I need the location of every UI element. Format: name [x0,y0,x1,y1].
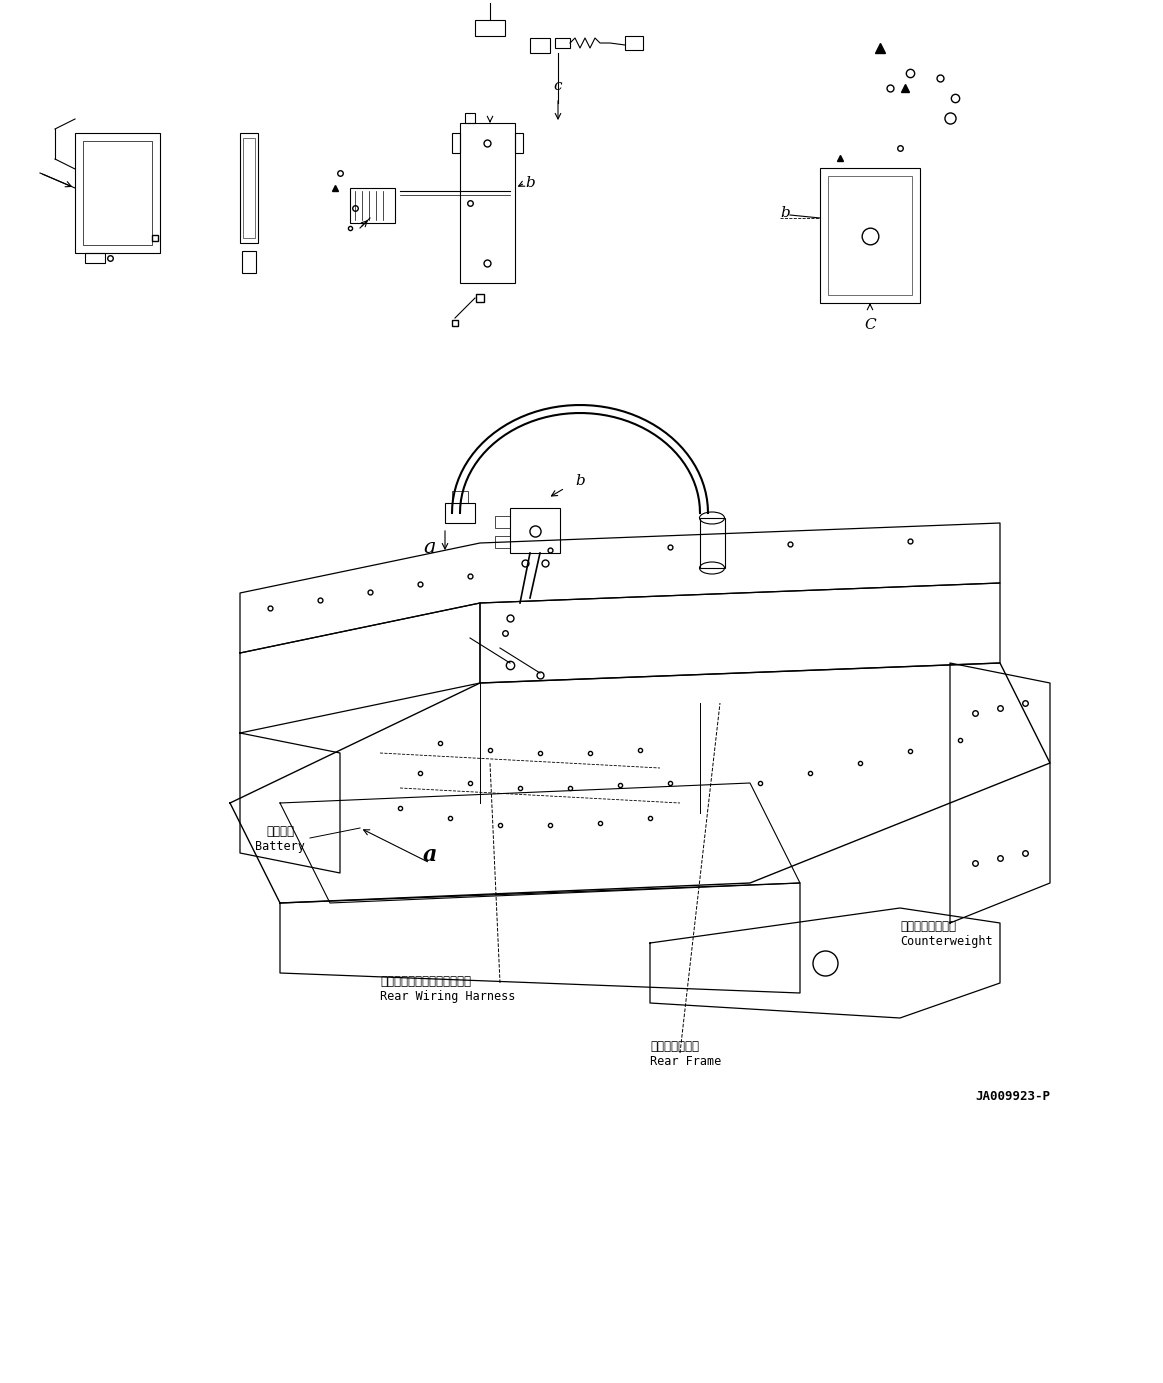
Bar [85,253,105,263]
Bar [74,133,160,253]
Text: a: a [423,538,436,557]
Bar [555,37,570,48]
Bar [452,491,468,503]
Text: a: a [423,844,437,866]
Text: カウンタウェイト: カウンタウェイト [900,920,956,934]
Bar [445,503,475,523]
Bar [530,37,550,53]
Bar [475,19,505,36]
Bar [350,188,395,223]
Bar [511,508,561,553]
Text: Rear Frame: Rear Frame [650,1055,721,1068]
Bar [461,123,515,284]
Bar [495,537,511,548]
Bar [625,36,643,50]
Text: リヤーワイヤリングハーネス: リヤーワイヤリングハーネス [380,975,471,987]
Text: Rear Wiring Harness: Rear Wiring Harness [380,990,515,1003]
Text: b: b [575,474,585,488]
Text: リヤーフレーム: リヤーフレーム [650,1040,699,1052]
Bar [243,138,255,238]
Text: C: C [864,318,876,332]
Bar [515,133,523,154]
Text: Counterweight: Counterweight [900,935,993,947]
Text: c: c [554,79,562,93]
Bar [700,519,725,568]
Bar [828,176,912,295]
Text: b: b [780,206,790,220]
Bar [820,167,920,303]
Bar [452,133,461,154]
Bar [495,516,511,528]
Bar [465,113,475,123]
Text: バッテリ: バッテリ [266,826,294,838]
Bar [242,250,256,272]
Text: b: b [525,176,535,189]
Bar [240,133,258,243]
Bar [83,141,152,245]
Text: Battery: Battery [255,839,305,853]
Text: JA009923-P: JA009923-P [975,1090,1050,1104]
